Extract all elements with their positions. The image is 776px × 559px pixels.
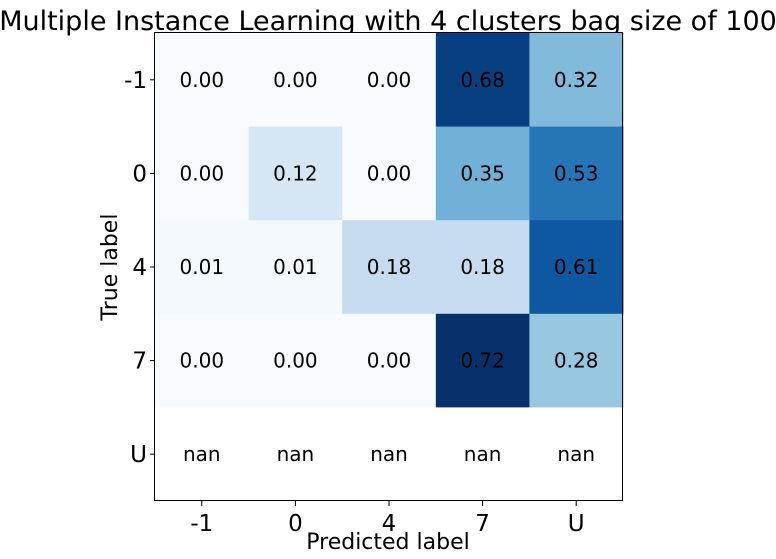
heatmap-cell (155, 220, 250, 315)
y-tick-label: 4 (132, 255, 147, 281)
heatmap-cell (342, 313, 437, 408)
cell-value-label: 0.00 (367, 68, 412, 92)
heatmap-cell (155, 407, 250, 502)
cell-value-label: 0.32 (554, 68, 599, 92)
x-tick-label: 0 (288, 511, 303, 537)
cell-value-label: 0.18 (367, 255, 412, 279)
y-tick-label: U (130, 442, 147, 468)
cell-value-label: 0.00 (180, 349, 225, 373)
heatmap-cell (435, 220, 530, 315)
cell-value-label: nan (370, 442, 408, 466)
cell-value-label: 0.18 (460, 255, 505, 279)
heatmap-cell (435, 313, 530, 408)
heatmap-cell (529, 407, 624, 502)
heatmap-cell (155, 126, 250, 221)
cell-value-label: 0.00 (367, 349, 412, 373)
cell-value-label: nan (183, 442, 221, 466)
cell-value-label: 0.00 (180, 68, 225, 92)
y-tick-label: 0 (132, 161, 147, 187)
y-axis: -1 0 4 7 U (124, 68, 155, 468)
heatmap-cell (248, 220, 343, 315)
cell-value-label: 0.01 (273, 255, 318, 279)
cell-labels: 0.00 0.00 0.00 0.68 0.32 0.00 0.12 0.00 0.35 0.53… (180, 68, 599, 466)
cell-value-label: 0.12 (273, 161, 318, 185)
cell-value-label: 0.00 (273, 68, 318, 92)
cell-value-label: 0.00 (273, 349, 318, 373)
x-axis: -1 0 4 7 U (190, 501, 585, 537)
chart-title: Multiple Instance Learning with 4 cluste… (0, 6, 776, 37)
cell-value-label: 0.72 (460, 349, 505, 373)
y-tick-label: 7 (132, 349, 147, 375)
heatmap-cell (155, 313, 250, 408)
heatmap-cell (248, 126, 343, 221)
cell-value-label: 0.35 (460, 161, 505, 185)
heatmap-cell (529, 126, 624, 221)
cell-value-label: 0.28 (554, 349, 599, 373)
x-axis-label: Predicted label (306, 530, 469, 555)
heatmap-cell (529, 33, 624, 128)
cell-value-label: nan (557, 442, 595, 466)
cell-value-label: 0.00 (367, 161, 412, 185)
cell-value-label: nan (277, 442, 315, 466)
x-tick-label: -1 (190, 511, 213, 537)
cell-value-label: nan (464, 442, 502, 466)
cell-value-label: 0.68 (460, 68, 505, 92)
cell-value-label: 0.00 (180, 161, 225, 185)
heatmap-cell (529, 220, 624, 315)
cell-value-label: 0.61 (554, 255, 599, 279)
heatmap-cell (155, 33, 250, 128)
x-tick-label: 7 (475, 511, 490, 537)
y-tick-label: -1 (124, 68, 147, 94)
cell-value-label: 0.01 (180, 255, 225, 279)
heatmap-cell (435, 33, 530, 128)
heatmap-cell (248, 313, 343, 408)
x-tick-label: U (568, 511, 585, 537)
x-tick-label: 4 (382, 511, 397, 537)
heatmap-cell (248, 407, 343, 502)
heatmap-cell (435, 126, 530, 221)
heatmap-cell (342, 407, 437, 502)
heatmap-cells (155, 33, 624, 502)
heatmap-cell (529, 313, 624, 408)
heatmap-cell (248, 33, 343, 128)
heatmap-cell (342, 220, 437, 315)
y-axis-label: True label (98, 214, 123, 322)
heatmap-cell (435, 407, 530, 502)
cell-value-label: 0.53 (554, 161, 599, 185)
heatmap-cell (342, 126, 437, 221)
heatmap-cell (342, 33, 437, 128)
